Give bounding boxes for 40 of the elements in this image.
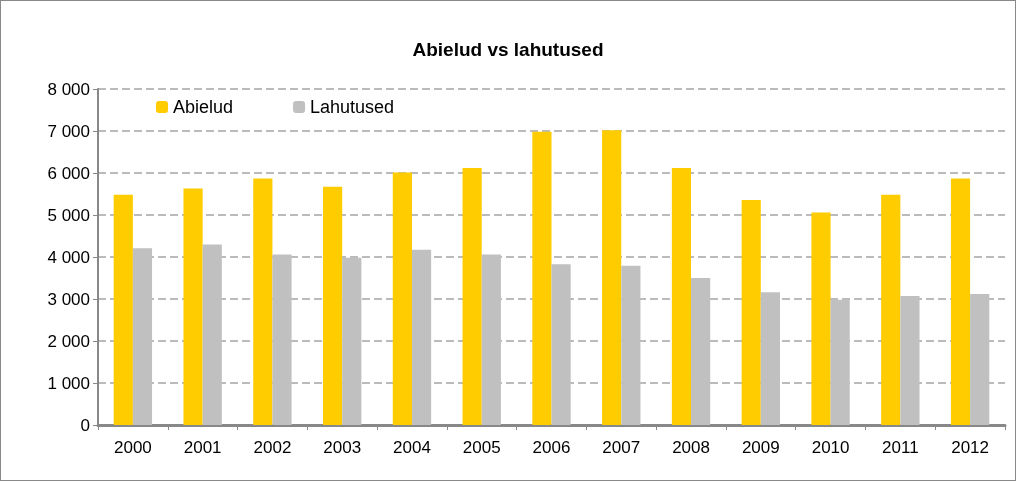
- legend-label: Lahutused: [310, 97, 395, 117]
- y-tick-label: 4 000: [47, 247, 90, 267]
- bar: [411, 249, 432, 425]
- bar: [741, 199, 761, 425]
- bar: [113, 194, 133, 425]
- bar: [532, 131, 552, 425]
- bar: [392, 172, 412, 425]
- bar: [183, 188, 203, 425]
- x-tick-label: 2009: [741, 438, 780, 457]
- chart-title: Abielud vs lahutused: [412, 39, 604, 60]
- x-tick-label: 2004: [393, 438, 431, 457]
- y-tick-label: 8 000: [47, 79, 90, 99]
- y-tick-label: 2 000: [47, 331, 90, 351]
- x-tick-label: 2003: [323, 438, 362, 457]
- bar: [760, 292, 780, 425]
- x-tick-label: 2012: [951, 438, 990, 457]
- bar: [950, 178, 971, 425]
- y-tick-label: 5 000: [47, 205, 90, 225]
- bar: [881, 194, 901, 425]
- x-tick-label: 2011: [882, 438, 919, 457]
- y-tick-label: 3 000: [47, 289, 90, 309]
- x-tick-label: 2010: [811, 438, 850, 457]
- bar: [462, 167, 482, 425]
- x-tick-label: 2005: [462, 438, 501, 457]
- y-tick-label: 6 000: [47, 163, 90, 183]
- bar: [253, 178, 273, 425]
- x-tick-label: 2002: [253, 438, 292, 457]
- x-tick-label: 2006: [532, 438, 571, 457]
- bar: [602, 130, 622, 425]
- bar: [323, 186, 343, 425]
- x-tick-label: 2001: [183, 438, 222, 457]
- bar: [671, 167, 692, 425]
- x-tick-label: 2000: [113, 438, 152, 457]
- y-tick-label: 1 000: [47, 373, 90, 393]
- x-tick-label: 2008: [672, 438, 710, 457]
- y-tick-label: 0: [80, 415, 90, 435]
- legend-label: Abielud: [173, 97, 234, 117]
- y-tick-label: 7 000: [47, 121, 90, 141]
- bar: [811, 212, 831, 425]
- x-tick-label: 2007: [602, 438, 641, 457]
